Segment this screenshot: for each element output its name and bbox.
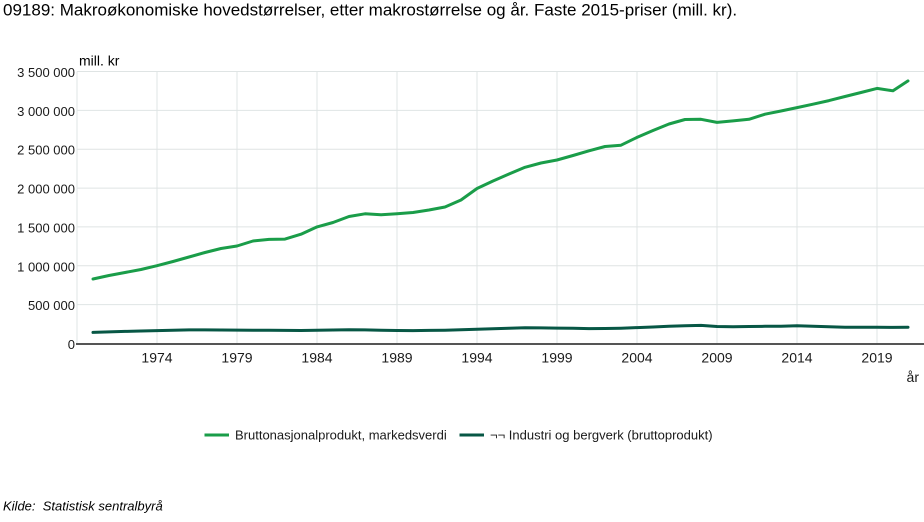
svg-text:Kilde: Statistisk sentralbyrå: Kilde: Statistisk sentralbyrå — [3, 499, 163, 514]
svg-text:0: 0 — [68, 337, 75, 352]
svg-text:1989: 1989 — [381, 350, 412, 366]
svg-text:år: år — [907, 369, 920, 385]
svg-text:1979: 1979 — [221, 350, 252, 366]
svg-text:2 500 000: 2 500 000 — [17, 143, 75, 158]
svg-text:09189: Makroøkonomiske hovedst: 09189: Makroøkonomiske hovedstørrelser, … — [3, 0, 737, 19]
svg-text:2004: 2004 — [621, 350, 652, 366]
svg-text:1 500 000: 1 500 000 — [17, 220, 75, 235]
svg-text:Bruttonasjonalprodukt, markeds: Bruttonasjonalprodukt, markedsverdi — [235, 428, 447, 443]
svg-text:2014: 2014 — [781, 350, 812, 366]
svg-text:1 000 000: 1 000 000 — [17, 259, 75, 274]
svg-text:2019: 2019 — [861, 350, 892, 366]
svg-text:500 000: 500 000 — [28, 298, 75, 313]
svg-text:mill. kr: mill. kr — [79, 53, 120, 69]
svg-text:3 500 000: 3 500 000 — [17, 65, 75, 80]
svg-text:2009: 2009 — [701, 350, 732, 366]
svg-text:1984: 1984 — [301, 350, 332, 366]
svg-text:¬¬ Industri og bergverk (brutt: ¬¬ Industri og bergverk (bruttoprodukt) — [490, 428, 713, 443]
svg-text:1974: 1974 — [141, 350, 172, 366]
svg-text:1994: 1994 — [461, 350, 492, 366]
svg-text:1999: 1999 — [541, 350, 572, 366]
svg-text:2 000 000: 2 000 000 — [17, 182, 75, 197]
svg-text:3 000 000: 3 000 000 — [17, 104, 75, 119]
